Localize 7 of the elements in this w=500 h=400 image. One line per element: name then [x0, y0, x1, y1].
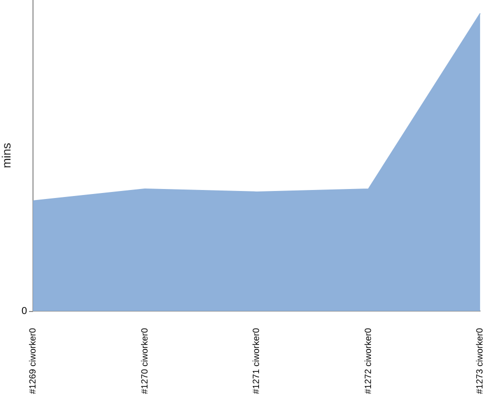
x-tick-label: #1271 ciworker0: [251, 328, 262, 394]
x-tick-label: #1270 ciworker0: [139, 328, 150, 394]
x-tick-label: #1273 ciworker0: [474, 328, 485, 394]
x-tick-label: #1269 ciworker0: [27, 328, 38, 394]
x-tick-label: #1272 ciworker0: [362, 328, 373, 394]
y-axis-title: mins: [0, 142, 14, 168]
text: 0: [21, 306, 28, 317]
